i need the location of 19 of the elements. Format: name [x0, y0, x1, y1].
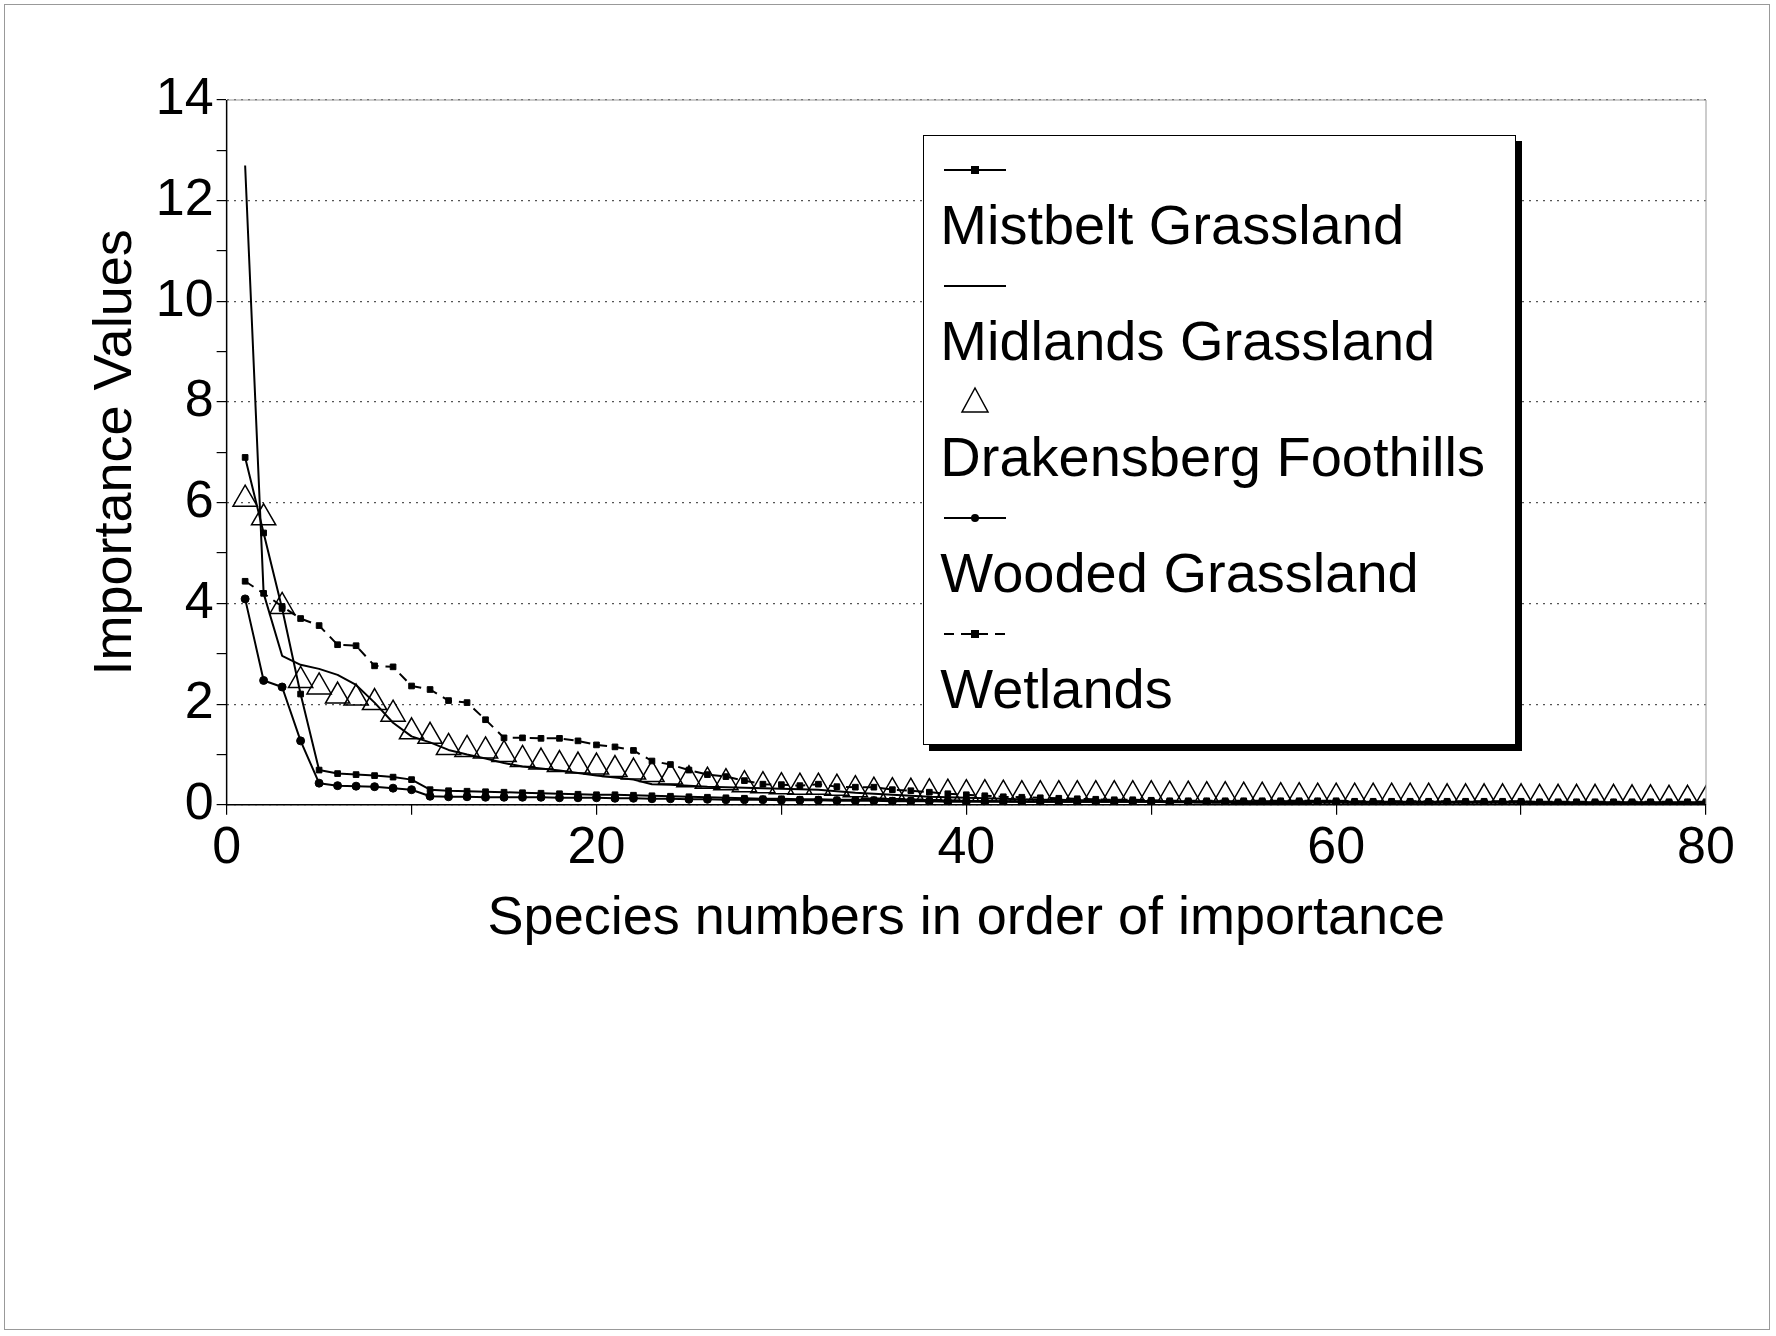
legend-label: Mistbelt Grassland	[940, 192, 1406, 258]
legend-label: Wetlands	[940, 656, 1174, 722]
x-tick-label: 60	[1307, 816, 1366, 875]
y-tick-label: 6	[184, 470, 214, 529]
x-tick-label: 40	[937, 816, 996, 875]
legend-label: Midlands Grassland	[940, 308, 1437, 374]
x-axis-title: Species numbers in order of importance	[487, 885, 1446, 946]
y-tick-label: 12	[155, 168, 214, 227]
y-tick-label: 10	[155, 268, 214, 327]
y-tick-label: 4	[184, 570, 214, 629]
legend-label: Wooded Grassland	[940, 540, 1420, 606]
y-tick-label: 8	[184, 369, 214, 428]
y-tick-label: 2	[184, 671, 214, 730]
x-tick-label: 20	[567, 816, 626, 875]
legend-label: Drakensberg Foothills	[940, 424, 1485, 490]
y-tick-label: 14	[155, 67, 214, 126]
y-tick-label: 0	[184, 772, 214, 831]
x-tick-label: 80	[1677, 816, 1735, 875]
y-axis-title: Importance Values	[82, 229, 143, 676]
